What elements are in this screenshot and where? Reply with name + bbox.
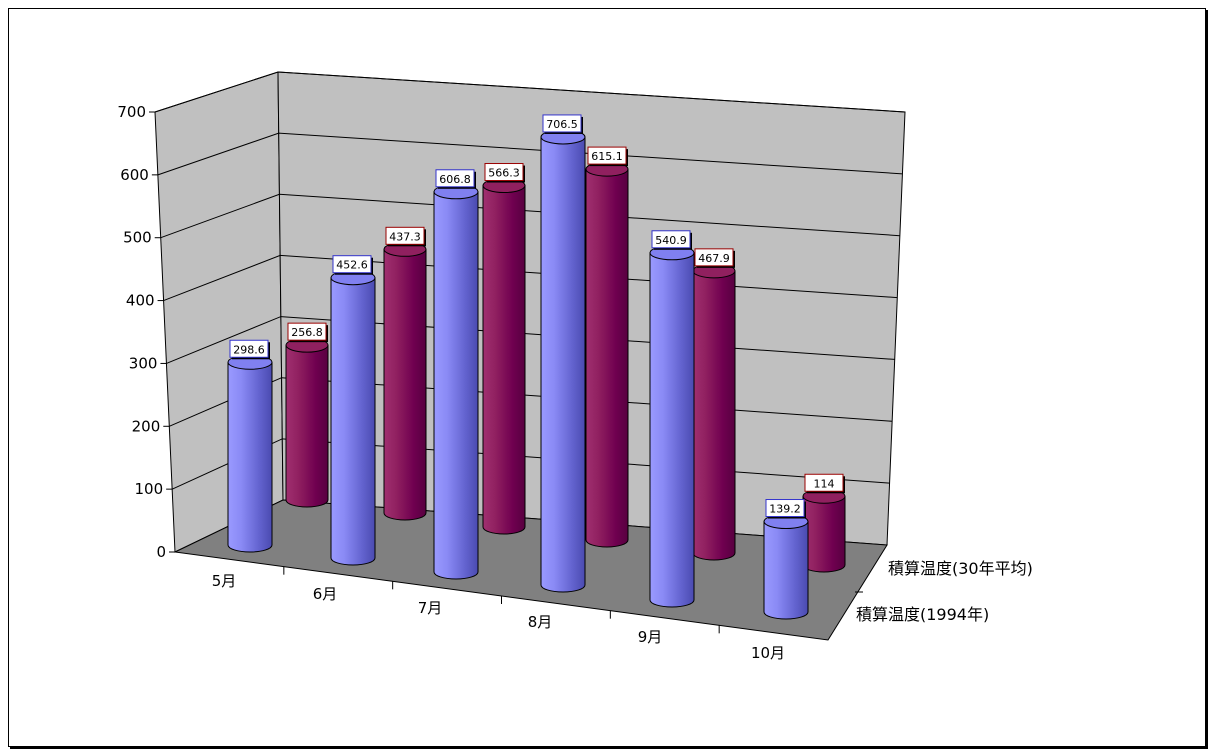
data-label: 606.8 — [439, 173, 471, 186]
x-category-label: 10月 — [751, 644, 785, 662]
gridline — [157, 132, 903, 176]
data-label: 298.6 — [233, 343, 265, 356]
cylinder-bar: 566.3 — [482, 163, 526, 535]
y-tick-label: 500 — [123, 229, 152, 247]
x-category-label: 8月 — [528, 613, 553, 631]
series-axis-label: 積算温度(30年平均) — [888, 559, 1033, 578]
cylinder-body — [540, 136, 586, 593]
y-tick-label: 700 — [117, 103, 146, 121]
cylinder-body — [383, 248, 427, 521]
data-label-box — [287, 322, 327, 341]
data-label-box — [229, 339, 269, 358]
data-label-box — [651, 230, 691, 249]
data-label: 467.9 — [698, 252, 730, 265]
cylinder-bar: 452.6 — [330, 255, 376, 566]
data-label-box — [587, 146, 627, 165]
x-category-label: 5月 — [212, 572, 237, 590]
cylinder-bar: 706.5 — [540, 114, 586, 593]
cylinder-body — [330, 277, 376, 566]
y-tick-label: 0 — [156, 543, 166, 561]
data-label: 437.3 — [389, 230, 421, 243]
y-tick-label: 400 — [126, 292, 155, 310]
cylinder-body — [763, 521, 809, 620]
cylinder-bar: 139.2 — [763, 499, 809, 620]
cylinder-body — [482, 185, 526, 535]
series-axis-label: 積算温度(1994年) — [856, 605, 989, 624]
cylinder-body — [692, 270, 736, 561]
data-label: 615.1 — [591, 150, 623, 163]
data-label: 706.5 — [546, 118, 578, 131]
cylinder-bar: 437.3 — [383, 226, 427, 521]
data-label: 256.8 — [291, 326, 323, 339]
data-label-box — [765, 499, 805, 518]
data-label-box — [435, 169, 475, 188]
data-label-box — [385, 226, 425, 245]
x-category-label: 9月 — [638, 628, 663, 646]
cylinder-body — [285, 344, 329, 508]
cylinder-bar: 615.1 — [585, 146, 629, 548]
y-tick-label: 300 — [129, 354, 158, 372]
cylinder-bar: 606.8 — [433, 169, 479, 580]
data-label: 452.6 — [336, 259, 368, 272]
data-label-box — [804, 473, 844, 492]
cylinder-body — [802, 495, 846, 573]
data-label: 114 — [814, 477, 835, 490]
cylinder-body — [227, 361, 273, 553]
data-label-box — [484, 163, 524, 182]
y-tick-label: 200 — [132, 417, 161, 435]
cylinder-bar: 467.9 — [692, 248, 736, 561]
data-label-box — [332, 255, 372, 274]
data-label: 139.2 — [769, 503, 801, 516]
cylinder-body — [649, 252, 695, 608]
cylinder-bar: 540.9 — [649, 230, 695, 608]
cylinder-bar: 114 — [802, 473, 846, 573]
data-label-box — [694, 248, 734, 267]
cylinder-bar: 256.8 — [285, 322, 329, 508]
gridline — [160, 193, 900, 239]
y-tick-label: 100 — [135, 480, 164, 498]
data-label: 540.9 — [655, 234, 687, 247]
x-category-label: 6月 — [313, 585, 338, 603]
y-tick-label: 600 — [120, 166, 149, 184]
gridline — [154, 71, 906, 113]
data-label: 566.3 — [488, 167, 520, 180]
cylinder-body — [433, 191, 479, 580]
cylinder-body — [585, 168, 629, 548]
data-label-box — [542, 114, 582, 133]
cylinder-bar: 298.6 — [227, 339, 273, 553]
x-category-label: 7月 — [418, 599, 443, 617]
